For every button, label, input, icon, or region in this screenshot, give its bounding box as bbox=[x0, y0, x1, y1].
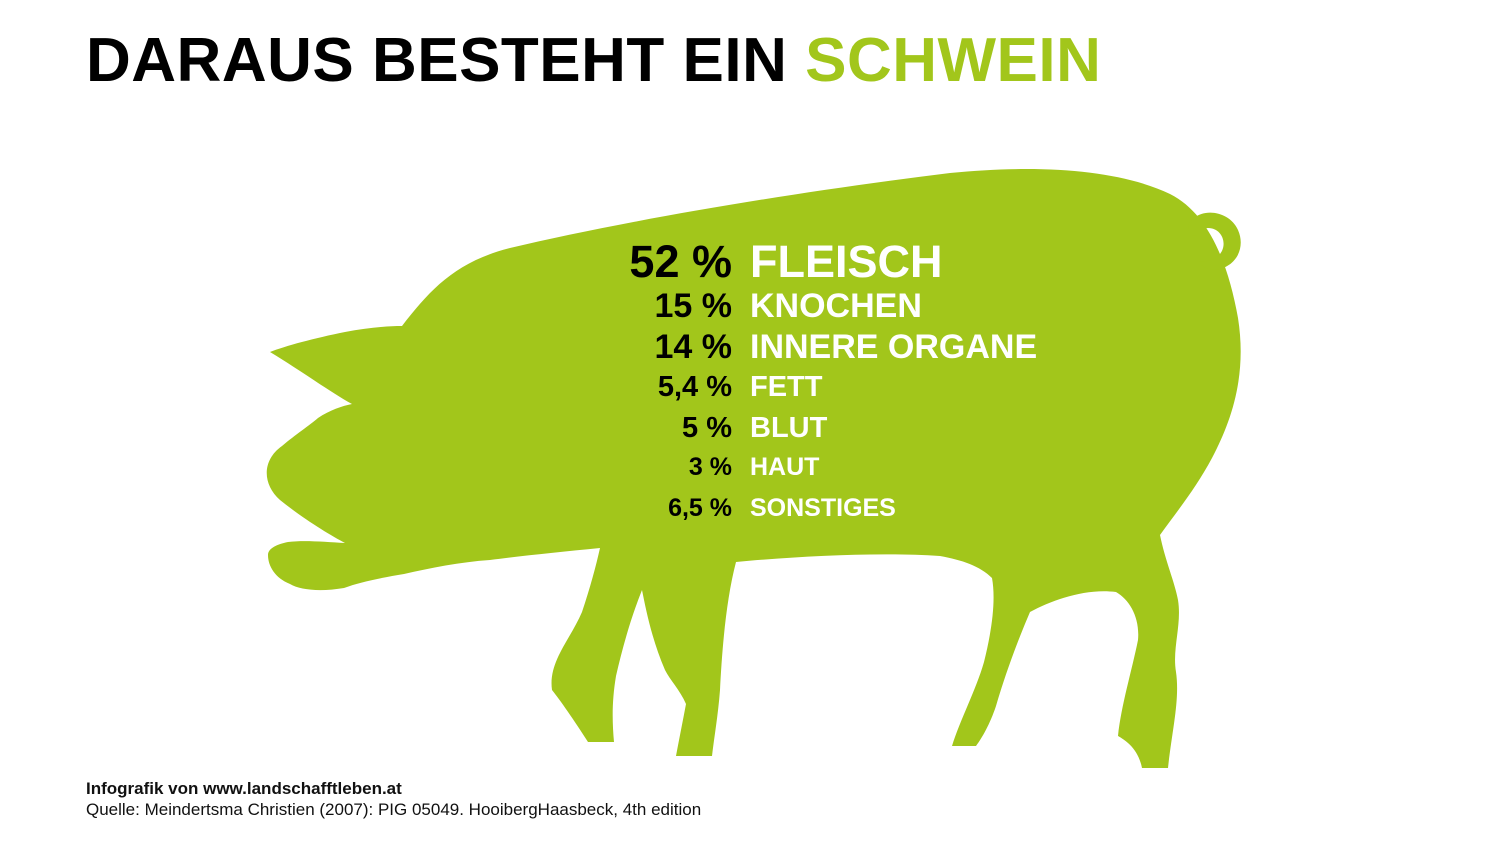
source-line: Quelle: Meindertsma Christien (2007): PI… bbox=[86, 800, 702, 819]
stat-value: 3 % bbox=[688, 453, 732, 481]
stat-value: 14 % bbox=[654, 328, 733, 366]
stat-label: INNERE ORGANE bbox=[750, 328, 1038, 366]
footer: Infografik von www.landschafftleben.at Q… bbox=[86, 778, 701, 820]
stat-value: 52 % bbox=[629, 236, 732, 287]
title-main: DARAUS BESTEHT EIN bbox=[86, 26, 788, 95]
stat-label: FETT bbox=[750, 371, 823, 403]
stat-label: FLEISCH bbox=[750, 236, 943, 287]
stat-value: 15 % bbox=[654, 287, 733, 325]
stat-label: HAUT bbox=[750, 453, 820, 481]
page-title: DARAUS BESTEHT EIN SCHWEIN bbox=[86, 26, 1101, 96]
stat-value: 5 % bbox=[682, 412, 732, 444]
stat-label: BLUT bbox=[750, 412, 828, 444]
stat-label: KNOCHEN bbox=[750, 287, 922, 325]
title-accent: SCHWEIN bbox=[805, 26, 1102, 95]
credit-line: Infografik von www.landschafftleben.at bbox=[86, 779, 402, 798]
stat-value: 5,4 % bbox=[657, 371, 732, 403]
stat-value: 6,5 % bbox=[668, 494, 732, 522]
stat-label: SONSTIGES bbox=[750, 494, 896, 522]
